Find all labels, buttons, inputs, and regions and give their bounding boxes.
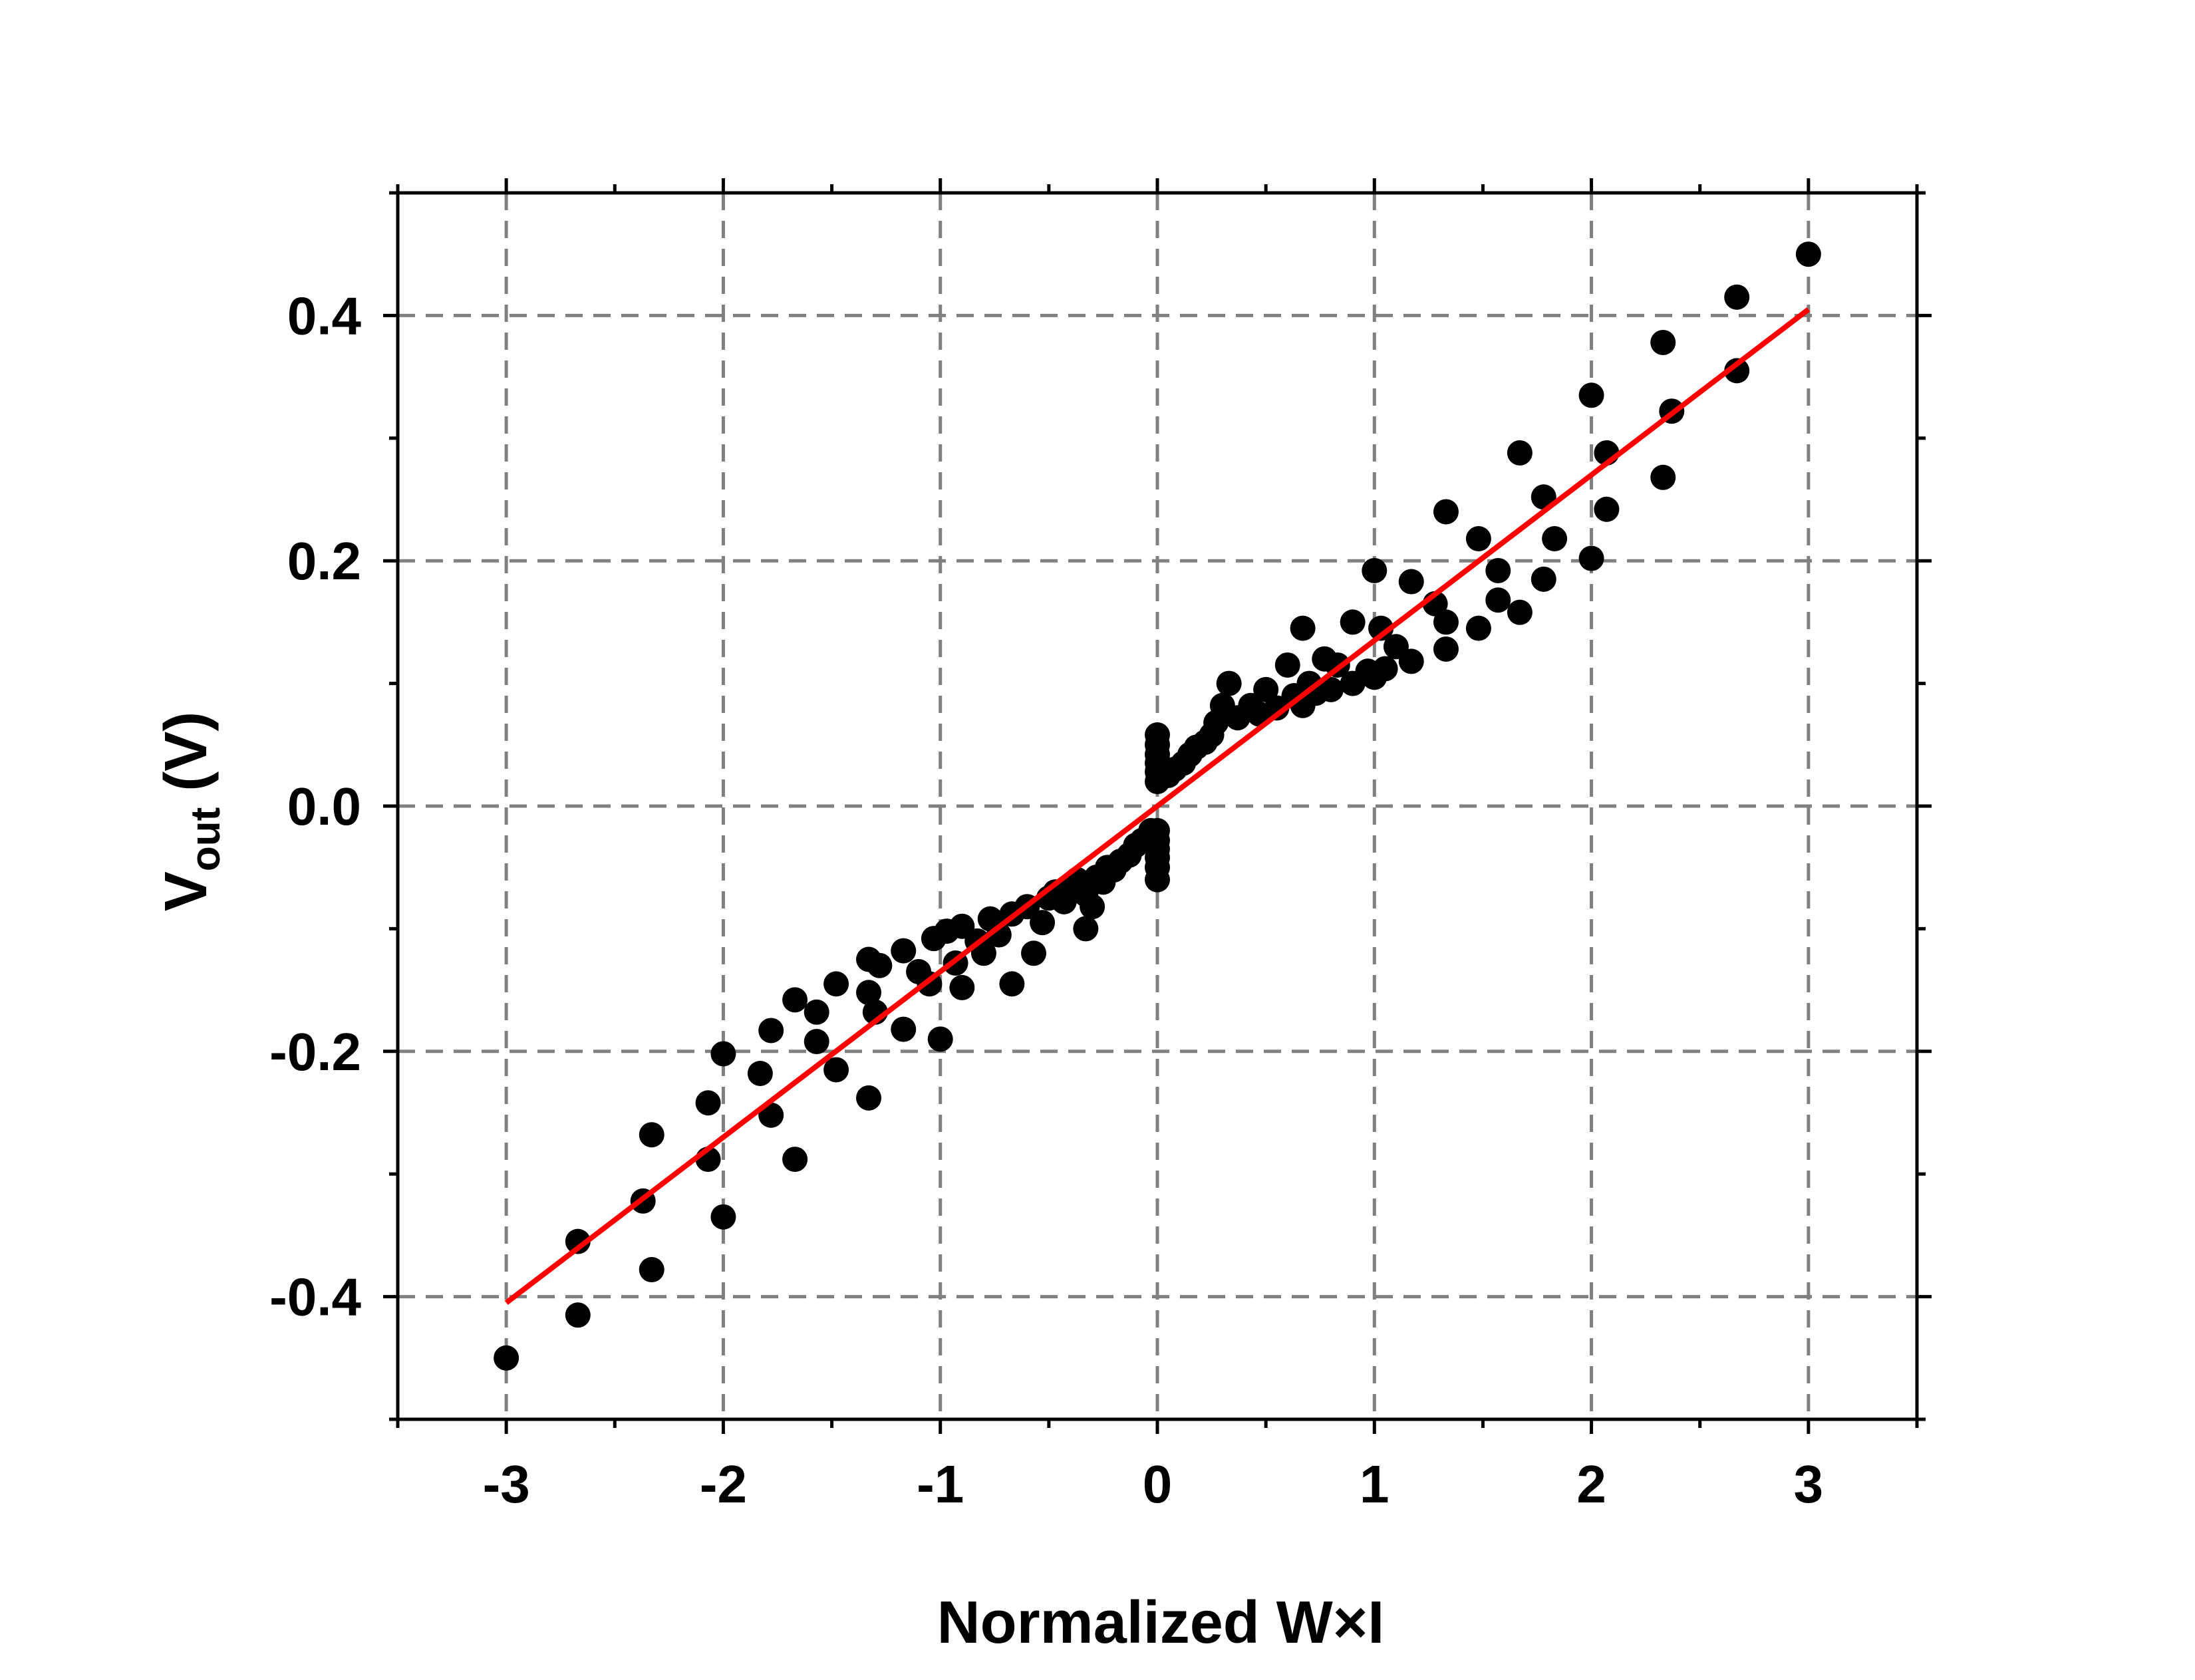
data-point xyxy=(927,1026,953,1052)
data-point xyxy=(1485,557,1511,583)
data-point xyxy=(1290,615,1316,641)
x-tick-label: -3 xyxy=(483,1455,530,1514)
data-point xyxy=(823,971,849,997)
data-point xyxy=(949,974,975,1000)
data-point xyxy=(1507,440,1533,466)
data-point xyxy=(494,1345,519,1371)
y-tick-labels: -0.4 -0.2 0.0 0.2 0.4 xyxy=(269,286,361,1326)
axis-ticks xyxy=(383,178,1932,1434)
y-tick-label: 0.2 xyxy=(287,531,361,591)
data-point xyxy=(695,1090,721,1116)
y-tick-label: 0.4 xyxy=(287,286,362,345)
x-tick-labels: -3 -2 -1 0 1 2 3 xyxy=(483,1455,1824,1514)
data-points xyxy=(494,241,1821,1371)
data-point xyxy=(1274,652,1300,678)
y-axis-title: Vout (V) xyxy=(153,712,229,911)
data-point xyxy=(856,980,882,1006)
data-point xyxy=(1433,609,1459,635)
y-tick-label: 0.0 xyxy=(287,777,361,836)
data-point xyxy=(1465,526,1491,552)
x-tick-label: 1 xyxy=(1360,1455,1390,1514)
y-axis-title-main: V xyxy=(153,871,220,911)
data-point xyxy=(1073,916,1099,942)
y-tick-label: -0.4 xyxy=(269,1268,361,1327)
data-point xyxy=(1318,676,1344,702)
data-point xyxy=(1433,636,1459,662)
data-point xyxy=(565,1302,591,1328)
data-point xyxy=(1398,648,1424,674)
data-point xyxy=(1724,358,1750,384)
data-point xyxy=(1531,566,1556,592)
data-point xyxy=(782,987,808,1013)
x-tick-label: 2 xyxy=(1576,1455,1606,1514)
data-point xyxy=(710,1204,736,1230)
x-tick-label: -2 xyxy=(700,1455,747,1514)
data-point xyxy=(639,1122,664,1148)
data-point xyxy=(1372,656,1398,682)
data-point xyxy=(1485,587,1511,613)
x-tick-label: 0 xyxy=(1143,1455,1173,1514)
data-point xyxy=(1362,557,1388,583)
data-point xyxy=(856,1085,882,1111)
y-axis-title-subscript: out xyxy=(183,807,229,871)
data-point xyxy=(970,940,996,966)
data-point xyxy=(1398,569,1424,595)
data-point xyxy=(867,952,893,978)
y-tick-label: -0.2 xyxy=(269,1022,361,1081)
data-point xyxy=(1724,284,1750,310)
data-point xyxy=(1650,464,1676,490)
data-point xyxy=(1465,615,1491,641)
x-axis-title: Normalized W×I xyxy=(937,1590,1385,1656)
data-point xyxy=(1021,940,1047,966)
data-point xyxy=(1253,676,1279,702)
data-point xyxy=(710,1041,736,1067)
data-point xyxy=(1578,545,1604,571)
data-point xyxy=(891,938,917,964)
data-point xyxy=(1145,817,1170,843)
fit-line-layer xyxy=(504,307,1811,1306)
data-point xyxy=(747,1060,773,1086)
data-point xyxy=(758,1018,784,1044)
x-tick-label: -1 xyxy=(917,1455,964,1514)
data-point xyxy=(1080,894,1105,920)
data-point xyxy=(999,971,1025,997)
data-point xyxy=(1542,526,1568,552)
data-point xyxy=(1650,329,1676,355)
data-point xyxy=(891,1016,917,1042)
data-point xyxy=(823,1057,849,1083)
data-point xyxy=(782,1147,808,1173)
data-point xyxy=(1795,241,1821,267)
data-point xyxy=(1507,599,1533,625)
data-point xyxy=(1216,670,1242,696)
data-point xyxy=(1594,496,1620,522)
x-tick-label: 3 xyxy=(1794,1455,1824,1514)
data-point xyxy=(565,1228,591,1254)
data-point xyxy=(1368,615,1394,641)
data-point xyxy=(1578,382,1604,408)
data-point xyxy=(804,999,829,1025)
data-point xyxy=(1433,499,1459,525)
data-point xyxy=(1030,910,1056,936)
y-axis-title-unit: (V) xyxy=(153,712,220,791)
data-point xyxy=(639,1257,664,1283)
linear-fit-line xyxy=(504,307,1811,1306)
data-point xyxy=(804,1029,829,1055)
data-point xyxy=(1145,722,1170,748)
data-point xyxy=(1340,609,1366,635)
